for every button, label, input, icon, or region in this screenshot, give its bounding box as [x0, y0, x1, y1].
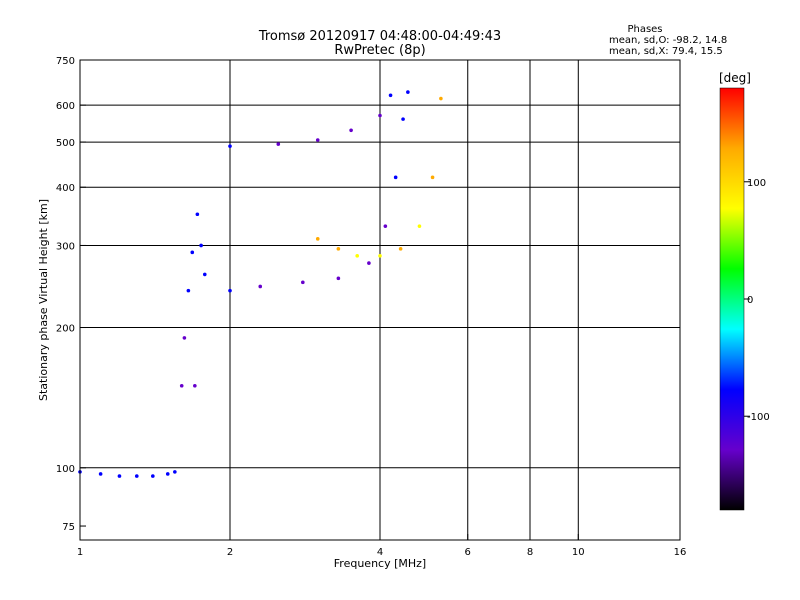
- colorbar-label: [deg]: [719, 71, 751, 85]
- data-point: [173, 470, 177, 474]
- data-point: [151, 474, 155, 478]
- data-point: [430, 175, 435, 180]
- data-point: [367, 261, 371, 265]
- data-point: [202, 272, 207, 277]
- data-point: [199, 243, 203, 248]
- data-point: [98, 472, 103, 476]
- x-tick-label: 8: [527, 547, 533, 558]
- data-point: [179, 383, 184, 388]
- chart-subtitle: RwPretec (8p): [334, 43, 425, 58]
- grid-lines: [80, 60, 680, 540]
- phase-stats-x: mean, sd,X: 79.4, 15.5: [609, 46, 723, 57]
- data-point: [228, 144, 232, 148]
- data-point: [398, 247, 403, 251]
- data-point: [134, 474, 139, 478]
- data-point: [336, 276, 341, 281]
- colorbar-tick-label: 100: [747, 178, 766, 189]
- data-point: [406, 90, 410, 94]
- data-point: [393, 175, 398, 180]
- data-point: [182, 336, 187, 340]
- data-point: [165, 472, 170, 476]
- x-tick-label: 10: [572, 547, 585, 558]
- data-point: [417, 224, 422, 228]
- y-tick-label: 750: [56, 56, 75, 67]
- colorbar-tick-label: 0: [747, 295, 753, 306]
- data-point: [186, 288, 191, 293]
- data-point: [315, 138, 320, 142]
- y-tick-label: 75: [62, 522, 75, 533]
- data-points: [78, 90, 443, 478]
- data-point: [195, 212, 200, 217]
- x-axis-label: Frequency [MHz]: [334, 557, 426, 570]
- data-point: [378, 254, 382, 258]
- data-point: [401, 117, 405, 121]
- data-point: [228, 288, 232, 293]
- phase-stats-o: mean, sd,O: -98.2, 14.8: [609, 35, 727, 46]
- chart-title: Tromsø 20120917 04:48:00-04:49:43: [258, 29, 501, 44]
- data-point: [315, 237, 320, 241]
- data-point: [383, 224, 388, 228]
- y-axis-label: Stationary phase Virtual Height [km]: [37, 199, 50, 401]
- data-point: [117, 474, 122, 478]
- y-tick-label: 100: [56, 464, 75, 475]
- data-point: [388, 93, 393, 98]
- y-tick-label: 300: [56, 241, 75, 252]
- data-point: [193, 383, 197, 388]
- colorbar-ticks: 100 0 -100: [744, 178, 770, 423]
- x-tick-label: 1: [77, 547, 83, 558]
- data-point: [301, 280, 305, 285]
- data-point: [355, 254, 359, 258]
- y-tick-label: 200: [56, 324, 75, 335]
- phase-stats-title: Phases: [627, 24, 662, 35]
- data-point: [378, 113, 382, 118]
- colorbar-tick-label: -100: [747, 412, 770, 423]
- x-tick-label: 16: [674, 547, 687, 558]
- colorbar: [719, 87, 745, 511]
- y-tick-label: 600: [56, 101, 75, 112]
- y-tick-label: 400: [56, 183, 75, 194]
- axis-ticks: 1 2 4 6 8 10 16 75 100 200 300 400 500 600 750: [56, 56, 686, 558]
- data-point: [439, 96, 443, 101]
- data-point: [276, 142, 281, 146]
- data-point: [190, 250, 195, 255]
- x-tick-label: 6: [465, 547, 471, 558]
- data-point: [349, 128, 353, 133]
- x-tick-label: 2: [227, 547, 233, 558]
- data-point: [336, 247, 341, 251]
- data-point: [258, 284, 263, 289]
- x-tick-label: 4: [377, 547, 383, 558]
- y-tick-label: 500: [56, 138, 75, 149]
